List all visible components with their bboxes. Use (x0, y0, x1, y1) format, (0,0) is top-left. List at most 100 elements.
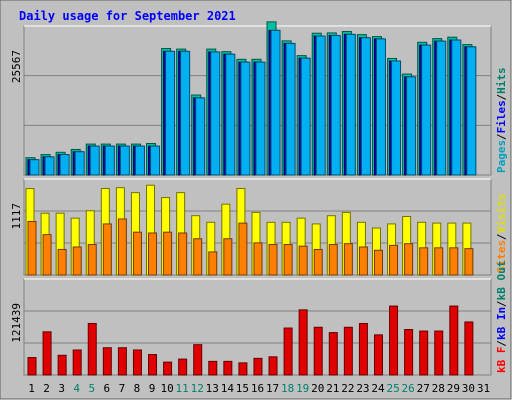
bar-hits-pages-day-26 (406, 76, 417, 176)
day-label-25: 25 (386, 382, 399, 395)
bar-hits-pages-day-1 (29, 159, 40, 176)
legend-separator: / (495, 233, 508, 240)
bar-hits-pages-day-15 (240, 61, 251, 176)
bar-kbytes-kb-f-day-20 (313, 326, 323, 376)
bar-kbytes-kb-f-day-12 (193, 344, 203, 376)
day-label-22: 22 (341, 382, 354, 395)
bar-visits-sites-day-16 (253, 242, 263, 276)
bar-hits-pages-day-11 (180, 50, 191, 176)
bar-hits-pages-day-22 (345, 33, 356, 176)
legend-visits: Sites/Visits (495, 194, 508, 273)
bar-hits-pages-day-20 (315, 35, 326, 176)
bar-visits-sites-day-29 (449, 247, 459, 276)
legend-entry: kB Out (495, 261, 508, 301)
day-label-30: 30 (462, 382, 475, 395)
legend-entry: Visits (495, 194, 508, 234)
y-max-label-visits: 1117 (10, 203, 23, 230)
day-label-15: 15 (236, 382, 249, 395)
bar-kbytes-kb-f-day-19 (298, 309, 308, 376)
legend-entry: Files (495, 100, 508, 133)
bar-hits-pages-day-28 (436, 40, 447, 176)
bar-hits-pages-day-9 (150, 145, 161, 176)
bar-visits-sites-day-9 (148, 232, 158, 276)
day-label-5: 5 (88, 382, 95, 395)
bar-kbytes-kb-f-day-5 (87, 322, 97, 376)
bar-visits-sites-day-10 (163, 231, 173, 276)
day-label-28: 28 (432, 382, 445, 395)
bar-kbytes-kb-f-day-3 (57, 354, 67, 376)
bar-visits-sites-day-1 (27, 220, 37, 276)
bar-hits-pages-day-3 (59, 154, 70, 176)
day-label-10: 10 (160, 382, 173, 395)
bar-kbytes-kb-f-day-21 (328, 332, 338, 376)
bar-hits-pages-day-25 (391, 60, 402, 176)
bar-visits-sites-day-6 (102, 223, 112, 276)
bar-hits-pages-day-4 (74, 151, 85, 176)
bar-hits-pages-day-6 (104, 145, 115, 176)
bar-kbytes-kb-f-day-17 (268, 356, 278, 376)
bar-kbytes-kb-f-day-26 (404, 329, 414, 376)
bar-visits-sites-day-17 (268, 244, 278, 276)
panel-kbytes: 121439 kB F/kB In/kB Out (10, 261, 508, 376)
day-label-16: 16 (251, 382, 264, 395)
bar-hits-pages-day-5 (89, 145, 100, 176)
day-label-7: 7 (119, 382, 126, 395)
bar-hits-pages-day-2 (44, 156, 55, 176)
legend-entry: Pages (495, 140, 508, 173)
bar-kbytes-kb-f-day-25 (389, 305, 399, 376)
bar-hits-pages-day-23 (360, 37, 371, 176)
bar-visits-sites-day-24 (373, 249, 383, 276)
day-label-26: 26 (402, 382, 415, 395)
day-label-6: 6 (104, 382, 111, 395)
bar-visits-sites-day-26 (404, 243, 414, 276)
bar-hits-pages-day-12 (195, 97, 206, 176)
day-label-4: 4 (73, 382, 80, 395)
bar-kbytes-kb-f-day-22 (343, 326, 353, 376)
legend-entry: kB F (495, 347, 508, 374)
bar-visits-sites-day-15 (238, 222, 248, 276)
day-label-21: 21 (326, 382, 339, 395)
bar-kbytes-kb-f-day-10 (163, 361, 173, 376)
bar-kbytes-kb-f-day-7 (117, 347, 127, 376)
y-max-label-kbytes: 121439 (10, 303, 23, 343)
bar-kbytes-kb-f-day-16 (253, 357, 263, 376)
bar-hits-pages-day-30 (466, 46, 477, 176)
day-label-29: 29 (447, 382, 460, 395)
bar-visits-sites-day-5 (87, 244, 97, 276)
bar-kbytes-kb-f-day-27 (419, 330, 429, 376)
bar-kbytes-kb-f-day-29 (449, 305, 459, 376)
bar-visits-sites-day-19 (298, 245, 308, 276)
y-max-label-hits: 25567 (10, 50, 23, 83)
bar-hits-pages-day-8 (134, 145, 145, 176)
bar-kbytes-kb-f-day-13 (208, 360, 218, 376)
bar-visits-sites-day-8 (132, 231, 142, 276)
bar-hits-pages-day-14 (225, 53, 236, 176)
day-label-3: 3 (58, 382, 65, 395)
bar-kbytes-kb-f-day-24 (373, 334, 383, 376)
day-label-8: 8 (134, 382, 141, 395)
bar-visits-sites-day-4 (72, 246, 82, 276)
legend-separator: / (495, 94, 508, 101)
chart-title: Daily usage for September 2021 (19, 9, 236, 23)
bar-kbytes-kb-f-day-18 (283, 327, 293, 376)
bar-visits-sites-day-12 (193, 238, 203, 276)
bar-hits-pages-day-19 (300, 57, 311, 176)
bar-visits-sites-day-20 (313, 248, 323, 276)
legend-kbytes: kB F/kB In/kB Out (495, 261, 508, 373)
bar-kbytes-kb-f-day-6 (102, 347, 112, 376)
bar-hits-pages-day-24 (375, 38, 386, 176)
legend-entry: kB In (495, 307, 508, 340)
bar-hits-pages-day-27 (421, 44, 432, 176)
bar-hits-pages-day-7 (119, 145, 130, 176)
bar-visits-sites-day-22 (343, 243, 353, 276)
day-label-17: 17 (266, 382, 279, 395)
x-axis-day-labels: 1 2 3 4 5 6 7 8 9 10 11 12 13 14 15 16 17 18 19 20 21 22 23 24 2… (28, 382, 490, 395)
bar-visits-sites-day-28 (434, 247, 444, 276)
bar-hits-pages-day-13 (210, 51, 221, 176)
bar-kbytes-kb-f-day-11 (178, 358, 188, 376)
bar-visits-sites-day-14 (223, 238, 233, 276)
day-label-19: 19 (296, 382, 309, 395)
bar-hits-pages-day-18 (285, 42, 296, 176)
